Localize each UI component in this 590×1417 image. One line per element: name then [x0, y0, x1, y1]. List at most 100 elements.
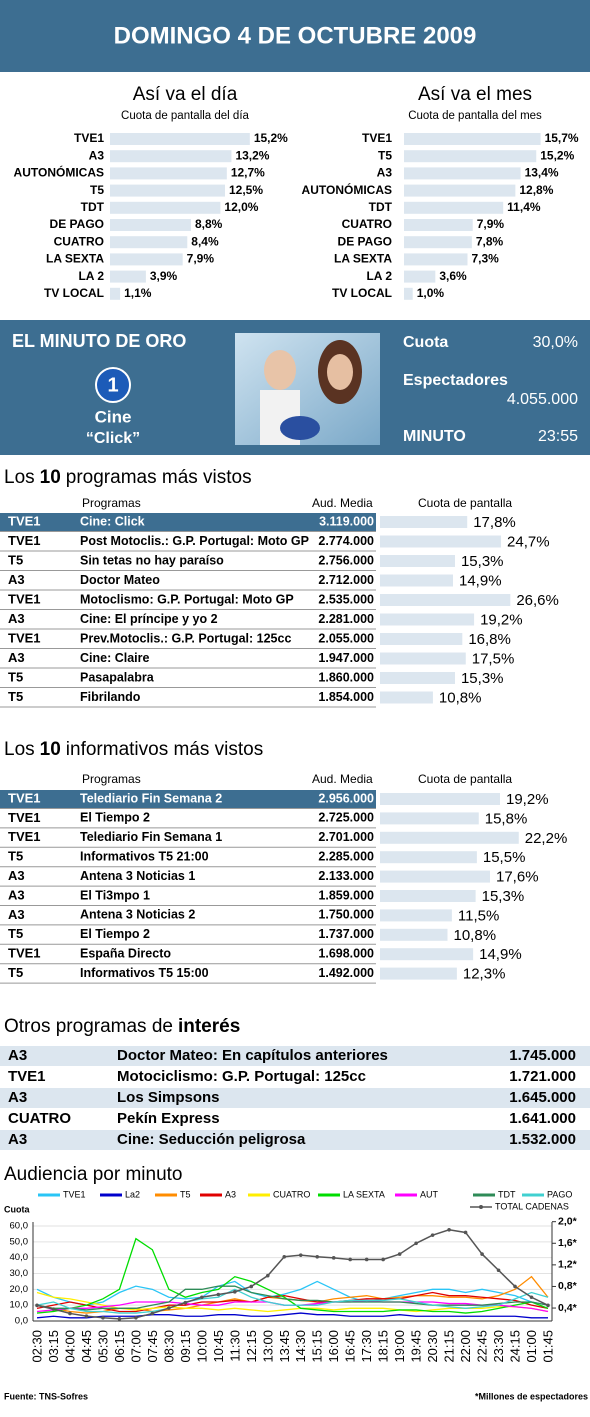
channel: TVE1 — [8, 810, 41, 825]
bar — [110, 184, 225, 197]
series-marker — [117, 1317, 122, 1321]
poster — [235, 333, 380, 445]
category-label: LA SEXTA — [334, 252, 392, 266]
x-tick-label: 15:15 — [310, 1330, 325, 1363]
series-marker — [381, 1257, 385, 1262]
bar — [380, 535, 502, 548]
x-tick-label: 01:45 — [541, 1330, 556, 1363]
series-marker — [265, 1273, 270, 1278]
x-tick-label: 10:45 — [211, 1330, 226, 1363]
bar — [380, 594, 511, 606]
x-tick-label: 18:15 — [376, 1330, 391, 1363]
x-tick-label: 10:00 — [194, 1330, 209, 1363]
bar — [404, 167, 521, 180]
channel: TVE1 — [8, 513, 41, 528]
series-marker — [298, 1253, 303, 1257]
series-marker — [68, 1311, 72, 1316]
bar — [404, 133, 541, 145]
minuto-genre: Cine — [95, 407, 132, 426]
series-marker — [397, 1252, 402, 1256]
bar — [380, 516, 468, 528]
program: Doctor Mateo — [80, 573, 160, 587]
value-label: 17,8% — [473, 514, 516, 531]
stat-value: 23:55 — [538, 428, 578, 445]
program: Prev.Motoclis.: G.P. Portugal: 125cc — [80, 631, 291, 645]
program: Motociclismo: G.P. Portugal: 125cc — [117, 1068, 366, 1085]
value-label: 13,2% — [235, 148, 269, 162]
audience: 1.860.000 — [318, 670, 374, 684]
value-label: 15,3% — [461, 670, 504, 687]
audience: 2.055.000 — [318, 631, 374, 645]
stat-label: Espectadores — [403, 372, 508, 389]
channel: A3 — [8, 650, 25, 665]
title-part: Otros programas de — [4, 1016, 173, 1037]
series-line — [36, 1312, 548, 1319]
value-label: 15,2% — [540, 148, 574, 162]
column-header: Programas — [82, 496, 141, 510]
legend-label: TVE1 — [63, 1189, 86, 1199]
series-line — [36, 1280, 549, 1306]
title-part: Los — [4, 467, 35, 488]
x-tick-label: 21:15 — [442, 1330, 457, 1363]
program: Pekín Express — [117, 1110, 220, 1127]
value-label: 12,8% — [519, 183, 553, 197]
x-tick-label: 03:15 — [46, 1330, 61, 1363]
logo-text: 1 — [107, 374, 118, 396]
series-marker — [249, 1284, 254, 1289]
title-part: interés — [178, 1016, 240, 1037]
row-band — [0, 1046, 590, 1066]
channel: T5 — [8, 689, 23, 704]
audience: 2.133.000 — [318, 869, 374, 883]
x-tick-label: 19:00 — [392, 1330, 407, 1363]
program: Antena 3 Noticias 1 — [80, 869, 195, 883]
channel: TVE1 — [8, 1068, 46, 1085]
program: Cine: El príncipe y yo 2 — [80, 612, 218, 626]
y2-tick-label: 2,0* — [558, 1215, 578, 1227]
value-label: 19,2% — [506, 791, 549, 808]
x-tick-label: 01:00 — [524, 1330, 539, 1363]
bar — [404, 270, 436, 283]
column-header: Aud. Media — [312, 772, 373, 786]
axis-label: Cuota — [4, 1204, 30, 1214]
chart-subtitle: Cuota de pantalla del día — [121, 110, 249, 122]
x-tick-label: 17:30 — [359, 1330, 374, 1363]
audience: 2.956.000 — [318, 791, 374, 805]
audience: 1.947.000 — [318, 651, 374, 665]
title-part: informativos más vistos — [66, 739, 263, 760]
bar — [404, 150, 537, 163]
value-label: 14,9% — [459, 572, 502, 589]
bar — [404, 253, 468, 266]
series-marker — [480, 1252, 484, 1256]
audience: 2.712.000 — [318, 573, 374, 587]
bar — [110, 133, 250, 145]
y-tick-label: 50,0 — [10, 1236, 29, 1247]
bar — [110, 201, 221, 214]
bar — [380, 574, 454, 587]
value-label: 8,8% — [195, 217, 223, 231]
value-label: 3,6% — [439, 269, 467, 283]
audience: 2.756.000 — [318, 553, 374, 567]
y-tick-label: 40,0 — [10, 1252, 29, 1263]
program: Cine: Claire — [80, 651, 150, 665]
program: Fibrilando — [80, 690, 141, 704]
series-marker — [348, 1257, 352, 1262]
value-label: 7,9% — [187, 252, 215, 266]
section-title: Los 10 programas más vistos — [4, 467, 252, 488]
series-marker — [513, 1284, 517, 1289]
legend-label: T5 — [180, 1189, 191, 1199]
row-band — [0, 1088, 590, 1108]
value-label: 26,6% — [516, 592, 559, 609]
value-label: 8,4% — [191, 234, 219, 248]
header-band — [0, 0, 590, 72]
value-label: 12,5% — [229, 183, 263, 197]
category-label: TV LOCAL — [44, 286, 104, 300]
value-label: 10,8% — [454, 927, 497, 944]
chart-title: Así va el día — [133, 84, 238, 105]
series-marker — [430, 1233, 435, 1237]
value-label: 3,9% — [150, 269, 178, 283]
program: El Ti3mpo 1 — [80, 888, 150, 902]
bar — [380, 928, 448, 941]
audience: 2.535.000 — [318, 592, 374, 606]
category-label: A3 — [89, 148, 105, 162]
page-title: DOMINGO 4 DE OCTUBRE 2009 — [114, 22, 477, 49]
